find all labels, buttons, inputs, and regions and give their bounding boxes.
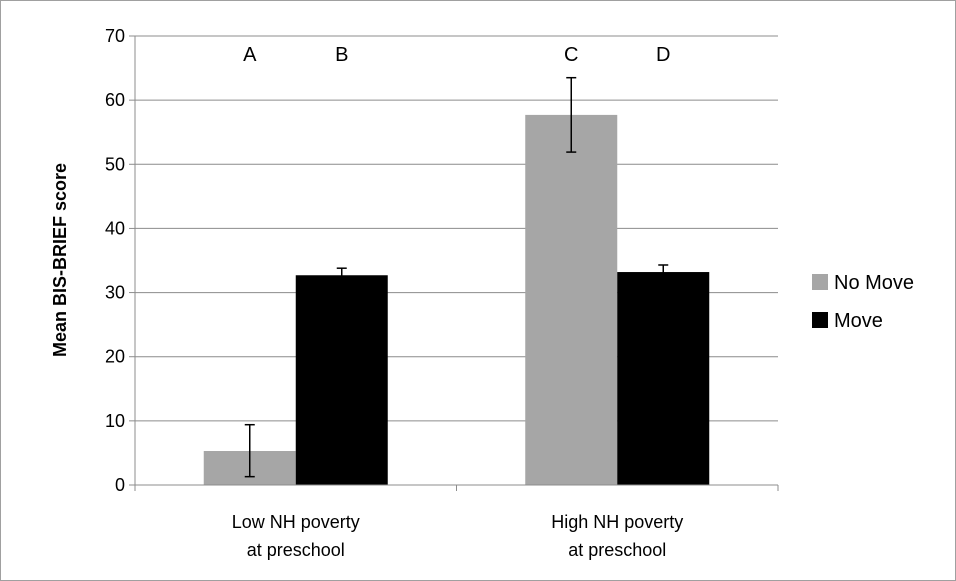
bar-letter-label: D: [656, 44, 670, 66]
bar-letter-label: C: [564, 44, 578, 66]
x-category-label: Low NH poverty: [232, 512, 360, 532]
axes: 0 10 20 30 40 50 60 70 Low NH poverty at preschoo…: [105, 26, 779, 560]
bar: [617, 272, 710, 485]
y-tick-label: 40: [105, 218, 125, 238]
legend-swatch: [812, 312, 828, 328]
grid-lines: [135, 35, 778, 422]
legend-swatch: [812, 274, 828, 290]
y-tick-label: 60: [105, 90, 125, 110]
y-tick-label: 50: [105, 154, 125, 174]
bar: [295, 275, 388, 485]
x-category-label: at preschool: [247, 540, 345, 560]
error-bars: [244, 76, 669, 478]
y-tick-label: 20: [105, 347, 125, 367]
bar-letter-label: B: [335, 44, 348, 66]
y-axis-title: Mean BIS-BRIEF score: [50, 163, 70, 357]
bar-letter-labels: A B C D: [243, 44, 670, 66]
x-category-label: at preschool: [568, 540, 666, 560]
legend-label: No Move: [834, 272, 914, 294]
legend: No Move Move: [812, 272, 914, 332]
legend-label: Move: [834, 310, 883, 332]
y-tick-label: 0: [115, 475, 125, 495]
bars: [203, 114, 710, 485]
bar-letter-label: A: [243, 44, 257, 66]
y-tick-label: 70: [105, 26, 125, 46]
y-tick-label: 10: [105, 411, 125, 431]
x-category-label: High NH poverty: [551, 512, 683, 532]
y-tick-label: 30: [105, 283, 125, 303]
bar: [525, 114, 618, 485]
